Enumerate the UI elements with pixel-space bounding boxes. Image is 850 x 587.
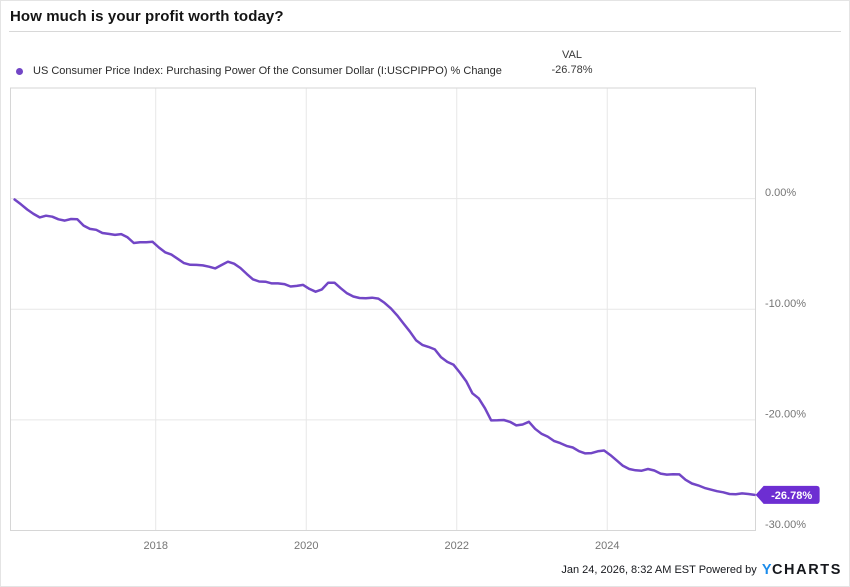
ycharts-logo[interactable]: Y CHARTS [762,562,842,578]
timestamp: Jan 24, 2026, 8:32 AM EST Powered by [561,564,757,576]
value-column: VAL -26.78% [534,48,610,78]
y-tick-label: -20.00% [765,408,806,420]
x-tick-label: 2024 [595,540,619,552]
page-title: How much is your profit worth today? [10,8,284,25]
x-tick-label: 2022 [445,540,469,552]
footer: Jan 24, 2026, 8:32 AM EST Powered by Y CH… [561,561,842,579]
title-divider [9,31,841,32]
x-tick-label: 2018 [143,540,167,552]
legend: US Consumer Price Index: Purchasing Powe… [16,64,502,78]
series-dot-icon [16,67,23,75]
series-label: US Consumer Price Index: Purchasing Powe… [33,65,502,77]
val-current-value: -26.78% [551,64,593,76]
ycharts-logo-charts: CHARTS [771,562,842,578]
ycharts-logo-y: Y [761,562,772,578]
y-tick-label: -30.00% [765,519,806,531]
series-line [13,198,756,497]
val-header: VAL [562,49,582,61]
y-tick-label: 0.00% [765,187,796,199]
x-tick-label: 2020 [294,540,318,552]
value-badge [755,485,820,504]
value-badge-label: -26.78% [771,490,812,502]
y-tick-label: -10.00% [765,298,806,310]
plot-border [10,87,756,531]
